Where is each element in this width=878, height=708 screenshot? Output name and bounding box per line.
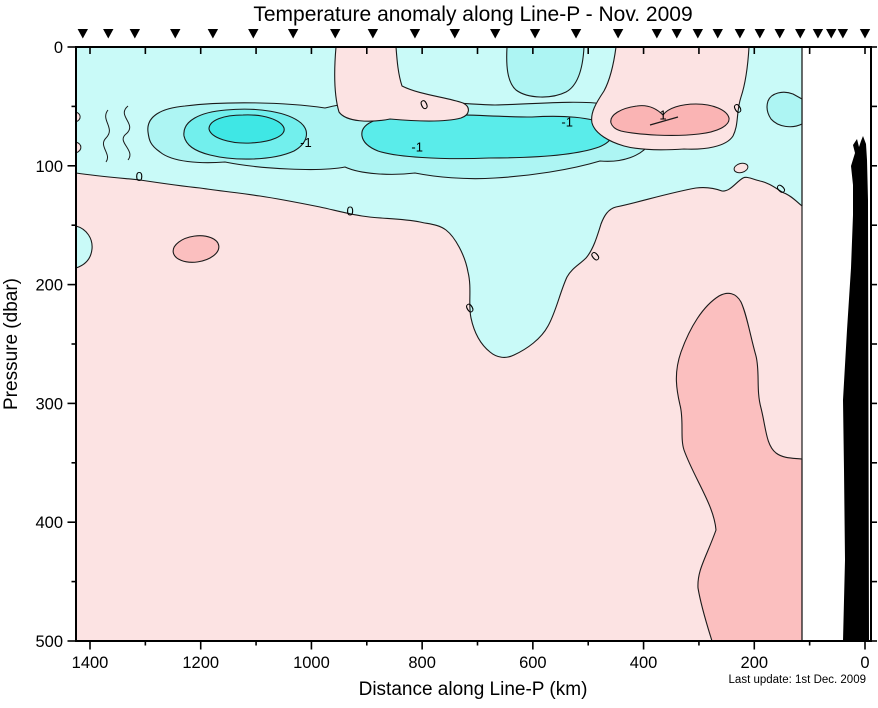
y-tick-label: 200 <box>35 277 63 295</box>
y-tick-label: 500 <box>35 633 63 651</box>
x-tick-label: 1400 <box>72 654 109 672</box>
x-tick-label: 0 <box>860 654 869 672</box>
axis-ticks <box>67 46 877 650</box>
station-marker <box>774 29 785 39</box>
warm-spot-west-region <box>172 235 220 263</box>
station-marker <box>490 29 501 39</box>
station-marker <box>129 29 141 39</box>
station-marker <box>449 29 461 39</box>
station-marker-row <box>77 29 871 39</box>
contour-squiggle-line <box>122 105 131 161</box>
station-marker <box>570 29 582 39</box>
warm-islet-region <box>733 162 749 174</box>
cold-nearshore-patch-region <box>766 91 803 128</box>
station-marker <box>170 29 181 39</box>
station-marker <box>248 29 259 39</box>
station-marker <box>409 29 421 39</box>
station-marker <box>77 29 89 39</box>
station-marker <box>671 29 682 39</box>
station-marker <box>612 29 624 39</box>
station-marker <box>812 29 824 39</box>
last-update-note: Last update: 1st Dec. 2009 <box>729 674 866 686</box>
station-marker <box>734 29 746 39</box>
station-marker <box>795 29 806 39</box>
contour-line-through-label <box>649 116 679 126</box>
contour-label: -1 <box>561 115 573 130</box>
chart-title: Temperature anomaly along Line-P - Nov. … <box>253 3 692 26</box>
station-marker <box>529 29 541 39</box>
y-tick-label: 400 <box>35 514 63 532</box>
contour-label: -1 <box>300 135 312 150</box>
station-marker <box>287 29 299 39</box>
station-marker <box>651 29 663 39</box>
cold-surface-patch-region <box>506 46 585 98</box>
station-marker <box>754 29 766 39</box>
x-tick-label: 200 <box>741 654 769 672</box>
station-marker <box>837 29 849 39</box>
y-axis-title: Pressure (dbar) <box>1 278 22 410</box>
station-marker <box>859 29 871 39</box>
station-marker <box>712 29 723 39</box>
contour-label: 1 <box>659 107 666 122</box>
x-axis-title: Distance along Line-P (km) <box>359 679 588 700</box>
cold-core-west-inner-region <box>208 114 285 144</box>
y-tick-label: 100 <box>35 158 63 176</box>
x-tick-label: 1200 <box>182 654 219 672</box>
contour-label: -1 <box>411 140 423 155</box>
x-tick-label: 400 <box>630 654 658 672</box>
cold-core-central-region <box>361 113 613 160</box>
station-marker <box>207 29 219 39</box>
station-marker <box>692 29 704 39</box>
axis-tick-labels: 1400 1200 1000 800 600 400 200 0010020030040050… <box>35 39 869 672</box>
x-tick-label: 600 <box>519 654 547 672</box>
cold-bump-left-axis-region <box>75 225 93 269</box>
warm-deep-nearshore-region <box>675 292 803 642</box>
contour-squiggle-line <box>102 109 110 163</box>
station-marker <box>103 29 114 39</box>
station-marker <box>330 29 341 39</box>
warm-surface-intrusion-region <box>334 46 469 122</box>
contour-label: 0 <box>347 204 354 219</box>
y-tick-label: 300 <box>35 395 63 413</box>
contour-label: 0 <box>136 169 143 184</box>
x-tick-label: 1000 <box>293 654 330 672</box>
bathymetry-profile <box>843 136 869 641</box>
station-marker <box>367 29 379 39</box>
contour-fill-layers <box>75 46 803 642</box>
y-tick-label: 0 <box>54 39 63 57</box>
x-tick-label: 800 <box>408 654 436 672</box>
station-marker <box>826 29 837 39</box>
